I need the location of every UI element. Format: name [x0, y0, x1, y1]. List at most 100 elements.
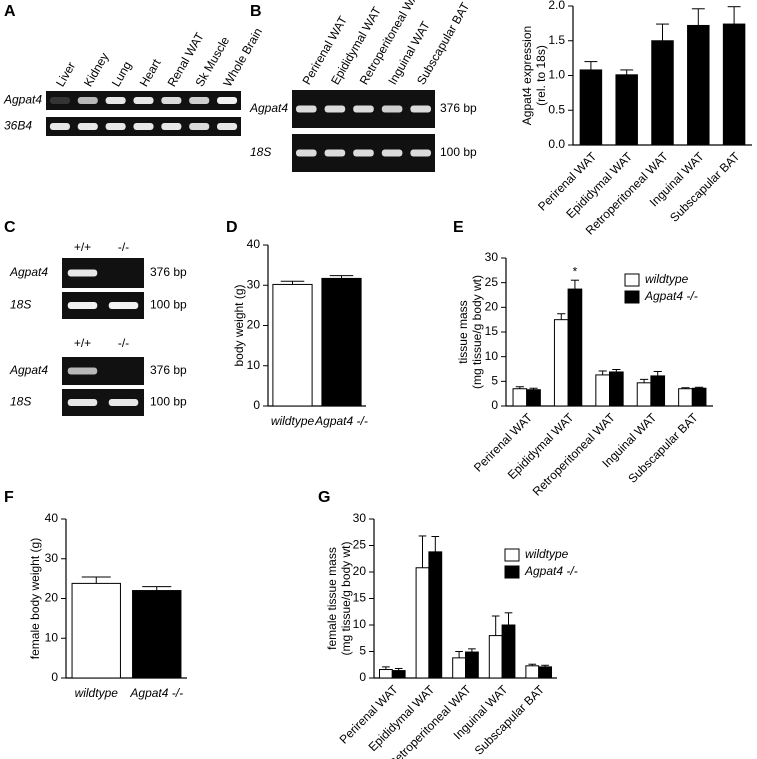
lane-label: Liver — [53, 60, 78, 90]
y-tick-label: 1.0 — [548, 68, 565, 82]
y-tick-label: 40 — [45, 511, 59, 525]
gel-band — [189, 123, 210, 130]
bar — [465, 651, 479, 679]
legend-swatch — [504, 548, 520, 562]
gel-band — [189, 97, 210, 104]
y-axis-label: female tissue mass — [325, 547, 339, 650]
bar — [687, 24, 710, 146]
x-tick-label: wildtype — [271, 414, 315, 428]
bar — [567, 288, 583, 407]
gel-band — [353, 105, 374, 113]
bar — [428, 551, 443, 679]
band-size: 100 bp — [440, 145, 477, 159]
x-tick-label: Epididymal WAT — [366, 682, 438, 754]
gel-row-label: 18S — [250, 145, 271, 159]
bar — [609, 371, 624, 407]
bar — [378, 669, 393, 679]
bar — [595, 374, 611, 407]
gel-row-label: Agpat4 — [9, 265, 48, 279]
bar — [526, 389, 541, 407]
bar — [415, 567, 430, 679]
gel-band — [296, 105, 317, 113]
gel-band — [161, 97, 182, 104]
y-tick-label: 30 — [45, 551, 59, 565]
y-tick-label: 20 — [485, 300, 499, 314]
band-size: 100 bp — [150, 298, 187, 312]
panel-label: E — [453, 219, 464, 236]
lane-label: +/+ — [74, 240, 91, 254]
y-tick-label: 10 — [45, 630, 59, 644]
bar — [636, 382, 652, 407]
lane-label: Lung — [109, 59, 134, 89]
y-tick-label: 5 — [359, 644, 366, 658]
y-axis-label: (mg tissue/g body wt) — [470, 275, 484, 389]
gel-band — [381, 105, 403, 113]
y-tick-label: 1.5 — [548, 33, 565, 47]
gel-band — [133, 123, 154, 130]
gel-band — [67, 302, 98, 309]
x-tick-label: Agpat4 -/- — [129, 686, 183, 700]
gel-band — [77, 97, 98, 104]
legend-swatch — [624, 273, 640, 287]
legend-label: Agpat4 -/- — [644, 289, 698, 303]
bar — [615, 74, 638, 146]
y-tick-label: 15 — [353, 591, 367, 605]
y-tick-label: 10 — [485, 349, 499, 363]
y-tick-label: 30 — [353, 511, 367, 525]
band-size: 376 bp — [150, 265, 187, 279]
y-tick-label: 10 — [353, 617, 367, 631]
bar — [512, 388, 528, 407]
bar — [452, 657, 467, 679]
y-tick-label: 15 — [485, 324, 499, 338]
gel-band — [67, 399, 98, 406]
gel-band — [324, 149, 346, 157]
legend-swatch — [504, 565, 520, 579]
legend-label: Agpat4 -/- — [524, 564, 578, 578]
gel-band — [217, 123, 238, 130]
bar — [71, 582, 121, 679]
y-tick-label: 10 — [247, 358, 261, 372]
gel-band — [410, 105, 431, 113]
legend-label: wildtype — [645, 272, 689, 286]
gel-band — [67, 269, 98, 277]
legend-swatch — [624, 290, 640, 304]
y-tick-label: 40 — [247, 237, 261, 251]
y-axis-label: Agpat4 expression — [520, 26, 534, 125]
gel-row-label: 36B4 — [4, 119, 32, 133]
gel-band — [49, 97, 70, 104]
band-size: 376 bp — [150, 363, 187, 377]
gel-band — [133, 97, 154, 104]
bar — [272, 283, 313, 407]
y-axis-label: female body weight (g) — [28, 538, 42, 659]
y-tick-label: 20 — [45, 591, 59, 605]
gel-band — [296, 149, 317, 157]
panel-label: A — [4, 3, 16, 20]
y-tick-label: 2.0 — [548, 0, 565, 12]
y-tick-label: 0 — [51, 670, 58, 684]
gel-band — [410, 149, 431, 157]
gel-band — [161, 123, 182, 130]
gel-row-label: 18S — [10, 395, 31, 409]
gel-row-label: Agpat4 — [9, 363, 48, 377]
y-tick-label: 25 — [485, 275, 499, 289]
gel-row-label: Agpat4 — [3, 93, 42, 107]
y-tick-label: 0 — [491, 398, 498, 412]
bar — [391, 670, 406, 679]
x-tick-label: wildtype — [75, 686, 119, 700]
gel-row-label: Agpat4 — [249, 101, 288, 115]
y-axis-label: tissue mass — [456, 300, 470, 363]
x-tick-label: Subscapular BAT — [472, 682, 548, 758]
lane-label: Kidney — [81, 50, 111, 89]
bar — [488, 635, 503, 679]
panel-label: B — [250, 3, 262, 20]
band-size: 376 bp — [440, 101, 477, 115]
gel-band — [353, 149, 374, 157]
y-tick-label: 30 — [247, 277, 261, 291]
bar — [525, 665, 540, 679]
y-axis-label: (rel. to 18s) — [534, 45, 548, 106]
bar — [538, 666, 553, 679]
y-tick-label: 20 — [353, 564, 367, 578]
y-tick-label: 20 — [247, 318, 261, 332]
panel-label: D — [226, 219, 238, 236]
